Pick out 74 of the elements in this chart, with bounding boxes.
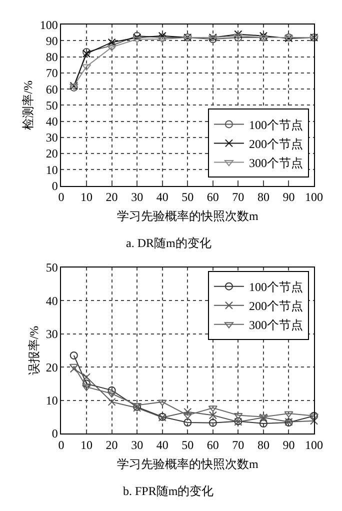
y-tick-label: 30 (46, 327, 58, 342)
legend-label: 300个节点 (248, 318, 303, 332)
point (158, 36, 167, 44)
legend-label: 200个节点 (248, 136, 303, 151)
point (234, 412, 243, 420)
y-tick-label: 90 (46, 34, 58, 48)
legend-label: 200个节点 (248, 299, 303, 314)
y-axis-title: 误报率/% (27, 326, 42, 376)
y-tick-label: 40 (46, 114, 58, 128)
x-tick-label: 70 (232, 438, 244, 452)
point (108, 398, 116, 406)
x-tick-label: 10 (80, 438, 93, 452)
point (259, 420, 268, 428)
y-tick-label: 70 (46, 66, 58, 80)
y-tick-label: 60 (46, 82, 58, 96)
point (82, 380, 91, 388)
x-tick-label: 40 (156, 190, 168, 204)
x-tick-label: 50 (182, 438, 194, 452)
point (108, 386, 116, 394)
y-axis-title: 检测率/% (21, 80, 36, 130)
point (69, 364, 78, 370)
y-tick-label: 100 (40, 18, 58, 32)
point (284, 411, 294, 418)
x-tick-label: 40 (156, 438, 168, 452)
point (108, 42, 116, 50)
point (107, 44, 116, 52)
y-tick-label: 50 (46, 98, 58, 112)
y-tick-label: 80 (46, 50, 58, 64)
x-tick-label: 70 (232, 190, 244, 204)
point (310, 416, 318, 425)
x-tick-label: 30 (131, 190, 144, 204)
point (82, 373, 91, 382)
y-tick-label: 20 (46, 146, 58, 161)
point (132, 36, 142, 44)
point (183, 412, 192, 420)
point (70, 351, 78, 360)
x-tick-label: 20 (106, 438, 118, 452)
y-tick-label: 40 (46, 294, 58, 308)
text: b. FPR随m的变化 (123, 484, 214, 498)
legend-label: 100个节点 (248, 118, 303, 132)
x-axis-title: 学习先验概率的快照次数m (116, 209, 259, 224)
x-tick-label: 20 (106, 190, 118, 204)
x-tick-label: 100 (305, 190, 324, 204)
x-tick-label: 80 (257, 190, 270, 204)
y-tick-label: 0 (52, 178, 58, 193)
x-tick-label: 90 (282, 438, 295, 452)
x-tick-label: 60 (206, 190, 219, 204)
x-tick-label: 100 (305, 438, 324, 452)
y-tick-label: 30 (46, 130, 58, 145)
x-tick-label: 90 (282, 190, 295, 204)
point (184, 408, 192, 416)
x-tick-label: 30 (131, 438, 144, 452)
legend-label: 300个节点 (248, 156, 303, 170)
point (184, 418, 192, 427)
point (234, 30, 242, 38)
text: a. DR随m的变化 (126, 236, 212, 250)
x-tick-label: 60 (206, 438, 219, 452)
y-tick-label: 0 (52, 426, 58, 441)
point (82, 384, 92, 392)
y-tick-label: 10 (46, 162, 58, 177)
legend-label: 100个节点 (248, 280, 303, 294)
x-tick-label: 80 (257, 438, 270, 452)
y-tick-label: 20 (46, 360, 58, 374)
point (70, 364, 78, 373)
point (208, 418, 217, 427)
y-tick-label: 10 (46, 393, 58, 408)
y-tick-label: 50 (46, 260, 58, 275)
point (82, 64, 92, 71)
x-axis-title: 学习先验概率的快照次数m (116, 456, 259, 471)
point (108, 38, 116, 46)
x-tick-label: 50 (182, 190, 194, 204)
point (208, 411, 217, 420)
point (107, 391, 116, 398)
x-tick-label: 10 (80, 190, 93, 204)
